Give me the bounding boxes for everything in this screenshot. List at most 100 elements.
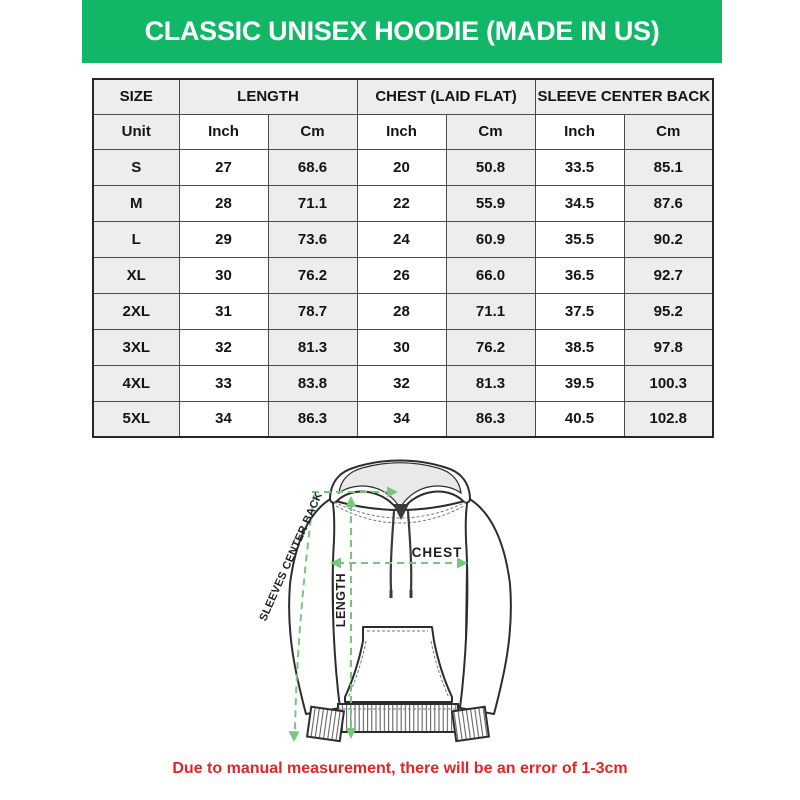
value-cell: 31 xyxy=(178,292,269,330)
value-cell: 34 xyxy=(178,400,269,438)
value-cell: 28 xyxy=(178,184,269,222)
unit-inch-cell: Inch xyxy=(534,113,625,150)
value-cell: 40.5 xyxy=(534,400,625,438)
value-cell: 87.6 xyxy=(623,184,714,222)
length-label: LENGTH xyxy=(334,573,348,627)
hoodie-hood xyxy=(329,459,471,524)
value-cell: 27 xyxy=(178,148,269,186)
value-cell: 50.8 xyxy=(445,148,536,186)
table-unit-row: Unit Inch Cm Inch Cm Inch Cm xyxy=(92,113,714,150)
value-cell: 39.5 xyxy=(534,364,625,402)
value-cell: 95.2 xyxy=(623,292,714,330)
table-row: XL 30 76.2 26 66.0 36.5 92.7 xyxy=(92,256,714,294)
hoodie-pocket xyxy=(344,626,453,703)
value-cell: 32 xyxy=(178,328,269,366)
value-cell: 28 xyxy=(356,292,447,330)
value-cell: 37.5 xyxy=(534,292,625,330)
table-row: 5XL 34 86.3 34 86.3 40.5 102.8 xyxy=(92,400,714,438)
value-cell: 81.3 xyxy=(267,328,358,366)
value-cell: 36.5 xyxy=(534,256,625,294)
unit-cm-cell: Cm xyxy=(445,113,536,150)
col-header-chest: CHEST (LAID FLAT) xyxy=(356,78,536,115)
value-cell: 86.3 xyxy=(445,400,536,438)
value-cell: 20 xyxy=(356,148,447,186)
size-cell: S xyxy=(92,148,180,186)
size-cell: 4XL xyxy=(92,364,180,402)
value-cell: 35.5 xyxy=(534,220,625,258)
value-cell: 85.1 xyxy=(623,148,714,186)
value-cell: 76.2 xyxy=(267,256,358,294)
table-row: S 27 68.6 20 50.8 33.5 85.1 xyxy=(92,148,714,186)
table-row: 4XL 33 83.8 32 81.3 39.5 100.3 xyxy=(92,364,714,402)
hoodie-diagram: CHEST LENGTH SLEEVES CENTER BACK xyxy=(257,459,512,743)
value-cell: 22 xyxy=(356,184,447,222)
hood-cinch xyxy=(393,504,409,520)
value-cell: 78.7 xyxy=(267,292,358,330)
table-group-header-row: SIZE LENGTH CHEST (LAID FLAT) SLEEVE CEN… xyxy=(92,78,714,115)
value-cell: 97.8 xyxy=(623,328,714,366)
unit-inch-cell: Inch xyxy=(356,113,447,150)
value-cell: 66.0 xyxy=(445,256,536,294)
measurement-arrowheads xyxy=(288,486,468,742)
value-cell: 68.6 xyxy=(267,148,358,186)
value-cell: 24 xyxy=(356,220,447,258)
sleeve-measure-line xyxy=(294,494,315,734)
size-table-body: S 27 68.6 20 50.8 33.5 85.1 M 28 71.1 22 55.9 34.5 87… xyxy=(92,148,714,438)
length-top-arrow xyxy=(345,496,357,507)
value-cell: 29 xyxy=(178,220,269,258)
hoodie-left-sleeve xyxy=(288,497,341,715)
chest-label: CHEST xyxy=(412,545,463,560)
hoodie-drawstrings xyxy=(389,510,413,598)
hoodie-right-sleeve xyxy=(459,497,512,715)
size-cell: 2XL xyxy=(92,292,180,330)
measurement-note: Due to manual measurement, there will be… xyxy=(172,760,628,777)
col-header-length: LENGTH xyxy=(178,78,358,115)
table-row: M 28 71.1 22 55.9 34.5 87.6 xyxy=(92,184,714,222)
value-cell: 83.8 xyxy=(267,364,358,402)
value-cell: 102.8 xyxy=(623,400,714,438)
chest-left-arrow xyxy=(330,557,341,569)
value-cell: 92.7 xyxy=(623,256,714,294)
value-cell: 76.2 xyxy=(445,328,536,366)
chest-right-arrow xyxy=(457,557,468,569)
value-cell: 33 xyxy=(178,364,269,402)
col-header-size: SIZE xyxy=(92,78,180,115)
hoodie-hem-band xyxy=(337,703,459,733)
title-banner: CLASSIC UNISEX HOODIE (MADE IN US) xyxy=(82,0,722,63)
size-cell: L xyxy=(92,220,180,258)
col-header-sleeve: SLEEVE CENTER BACK xyxy=(534,78,714,115)
size-cell: XL xyxy=(92,256,180,294)
value-cell: 34 xyxy=(356,400,447,438)
size-table: SIZE LENGTH CHEST (LAID FLAT) SLEEVE CEN… xyxy=(92,78,715,438)
value-cell: 73.6 xyxy=(267,220,358,258)
size-cell: M xyxy=(92,184,180,222)
size-cell: 3XL xyxy=(92,328,180,366)
table-row: L 29 73.6 24 60.9 35.5 90.2 xyxy=(92,220,714,258)
value-cell: 33.5 xyxy=(534,148,625,186)
unit-label-cell: Unit xyxy=(92,113,180,150)
value-cell: 81.3 xyxy=(445,364,536,402)
value-cell: 26 xyxy=(356,256,447,294)
page-title: CLASSIC UNISEX HOODIE (MADE IN US) xyxy=(144,16,660,46)
hoodie-left-cuff xyxy=(305,705,346,743)
value-cell: 71.1 xyxy=(445,292,536,330)
value-cell: 71.1 xyxy=(267,184,358,222)
value-cell: 34.5 xyxy=(534,184,625,222)
neck-arrow xyxy=(387,486,398,498)
table-row: 3XL 32 81.3 30 76.2 38.5 97.8 xyxy=(92,328,714,366)
value-cell: 90.2 xyxy=(623,220,714,258)
unit-cm-cell: Cm xyxy=(267,113,358,150)
value-cell: 86.3 xyxy=(267,400,358,438)
measurement-lines xyxy=(294,491,461,734)
table-row: 2XL 31 78.7 28 71.1 37.5 95.2 xyxy=(92,292,714,330)
value-cell: 32 xyxy=(356,364,447,402)
value-cell: 30 xyxy=(356,328,447,366)
value-cell: 100.3 xyxy=(623,364,714,402)
value-cell: 55.9 xyxy=(445,184,536,222)
unit-cm-cell: Cm xyxy=(623,113,714,150)
value-cell: 30 xyxy=(178,256,269,294)
unit-inch-cell: Inch xyxy=(178,113,269,150)
size-cell: 5XL xyxy=(92,400,180,438)
length-bottom-arrow xyxy=(345,728,357,739)
